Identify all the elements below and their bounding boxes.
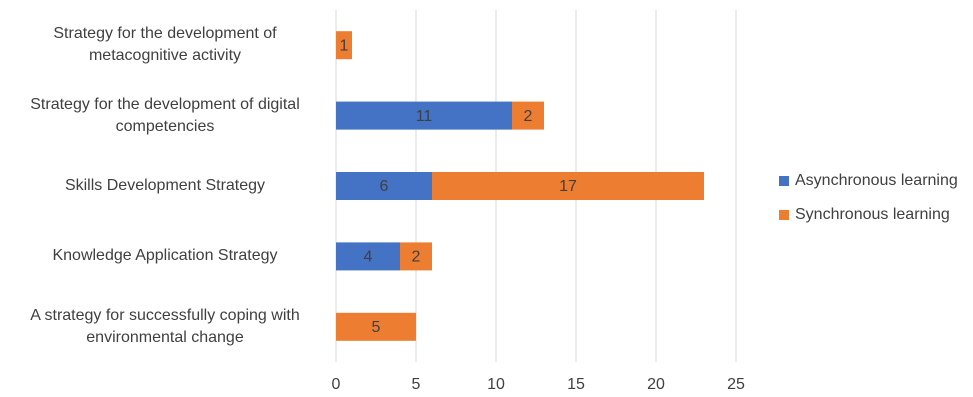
data-label: 6 <box>380 178 389 195</box>
bar-segment <box>512 101 544 130</box>
data-label: 4 <box>364 249 373 266</box>
y-tick-label: Knowledge Application Strategy <box>52 247 278 265</box>
x-tick-label: 0 <box>332 376 341 393</box>
x-tick-label: 25 <box>727 376 745 393</box>
x-tick-label: 15 <box>567 376 585 393</box>
bar-segment <box>400 242 432 271</box>
bar-segment <box>336 31 352 60</box>
bar-segment <box>336 101 512 130</box>
bar-segment <box>336 172 432 200</box>
data-label: 1 <box>340 37 349 54</box>
data-label: 17 <box>559 178 577 195</box>
category-label-box: Strategy for the development of metacogn… <box>53 25 277 65</box>
y-tick-label: Strategy for the development of metacogn… <box>53 25 277 65</box>
bar-segment <box>432 172 704 200</box>
data-label: 2 <box>524 108 533 125</box>
y-tick-label: Strategy for the development of digital … <box>30 95 300 135</box>
x-tick-label: 5 <box>412 376 421 393</box>
y-tick-label: A strategy for successfully coping with … <box>30 306 300 346</box>
category-label-box: Skills Development Strategy <box>64 177 266 194</box>
data-label: 5 <box>372 319 381 336</box>
legend-label: Synchronous learning <box>795 206 950 223</box>
legend-swatch <box>779 210 789 220</box>
y-tick-label: Skills Development Strategy <box>64 177 266 194</box>
bar-segment <box>336 312 416 341</box>
legend-swatch <box>779 176 789 186</box>
x-tick-label: 10 <box>487 376 505 393</box>
legend-label: Asynchronous learning <box>795 172 958 189</box>
bar-segment <box>336 242 400 271</box>
category-label-box: Strategy for the development of digital … <box>30 95 300 135</box>
x-tick-label: 20 <box>647 376 665 393</box>
data-label: 2 <box>412 249 421 266</box>
category-label-box: A strategy for successfully coping with … <box>30 306 300 346</box>
data-label: 11 <box>416 108 433 125</box>
category-label-box: Knowledge Application Strategy <box>52 247 278 265</box>
